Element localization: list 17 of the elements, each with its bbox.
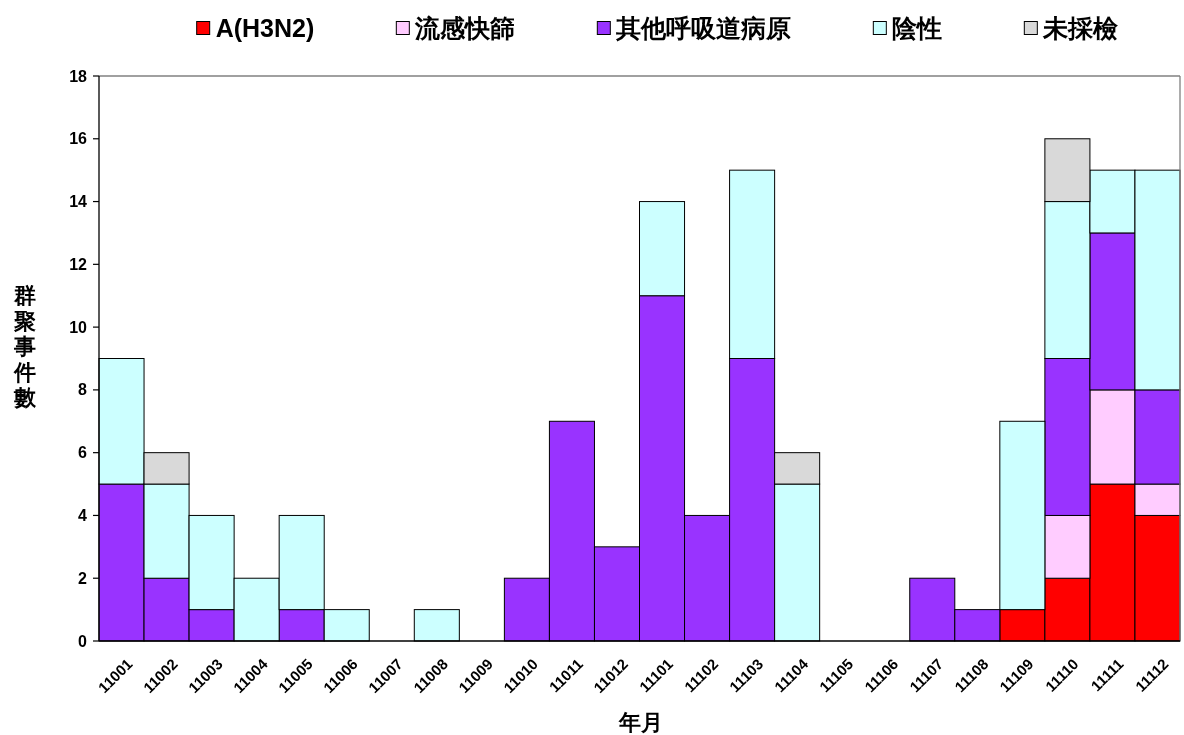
y-tick-label: 10 [69, 318, 88, 336]
y-tick-label: 16 [69, 130, 88, 148]
y-tick-label: 18 [69, 67, 88, 85]
y-tick-label: 6 [78, 444, 88, 462]
y-tick-label: 12 [69, 255, 88, 273]
legend-label: 陰性 [892, 13, 943, 43]
y-tick-label: 2 [78, 569, 88, 587]
legend-label: 未採檢 [1042, 13, 1120, 43]
legend-label: 其他呼吸道病原 [615, 13, 792, 43]
y-axis-title: 群聚事件數 [13, 282, 37, 410]
y-tick-label: 0 [78, 632, 88, 650]
y-tick-label: 4 [78, 506, 88, 524]
y-tick-label: 8 [78, 381, 88, 399]
x-axis-title: 年月 [617, 709, 663, 735]
y-tick-label: 14 [69, 193, 88, 211]
legend-label: A(H3N2) [215, 13, 315, 42]
legend-label: 流感快篩 [414, 13, 516, 43]
